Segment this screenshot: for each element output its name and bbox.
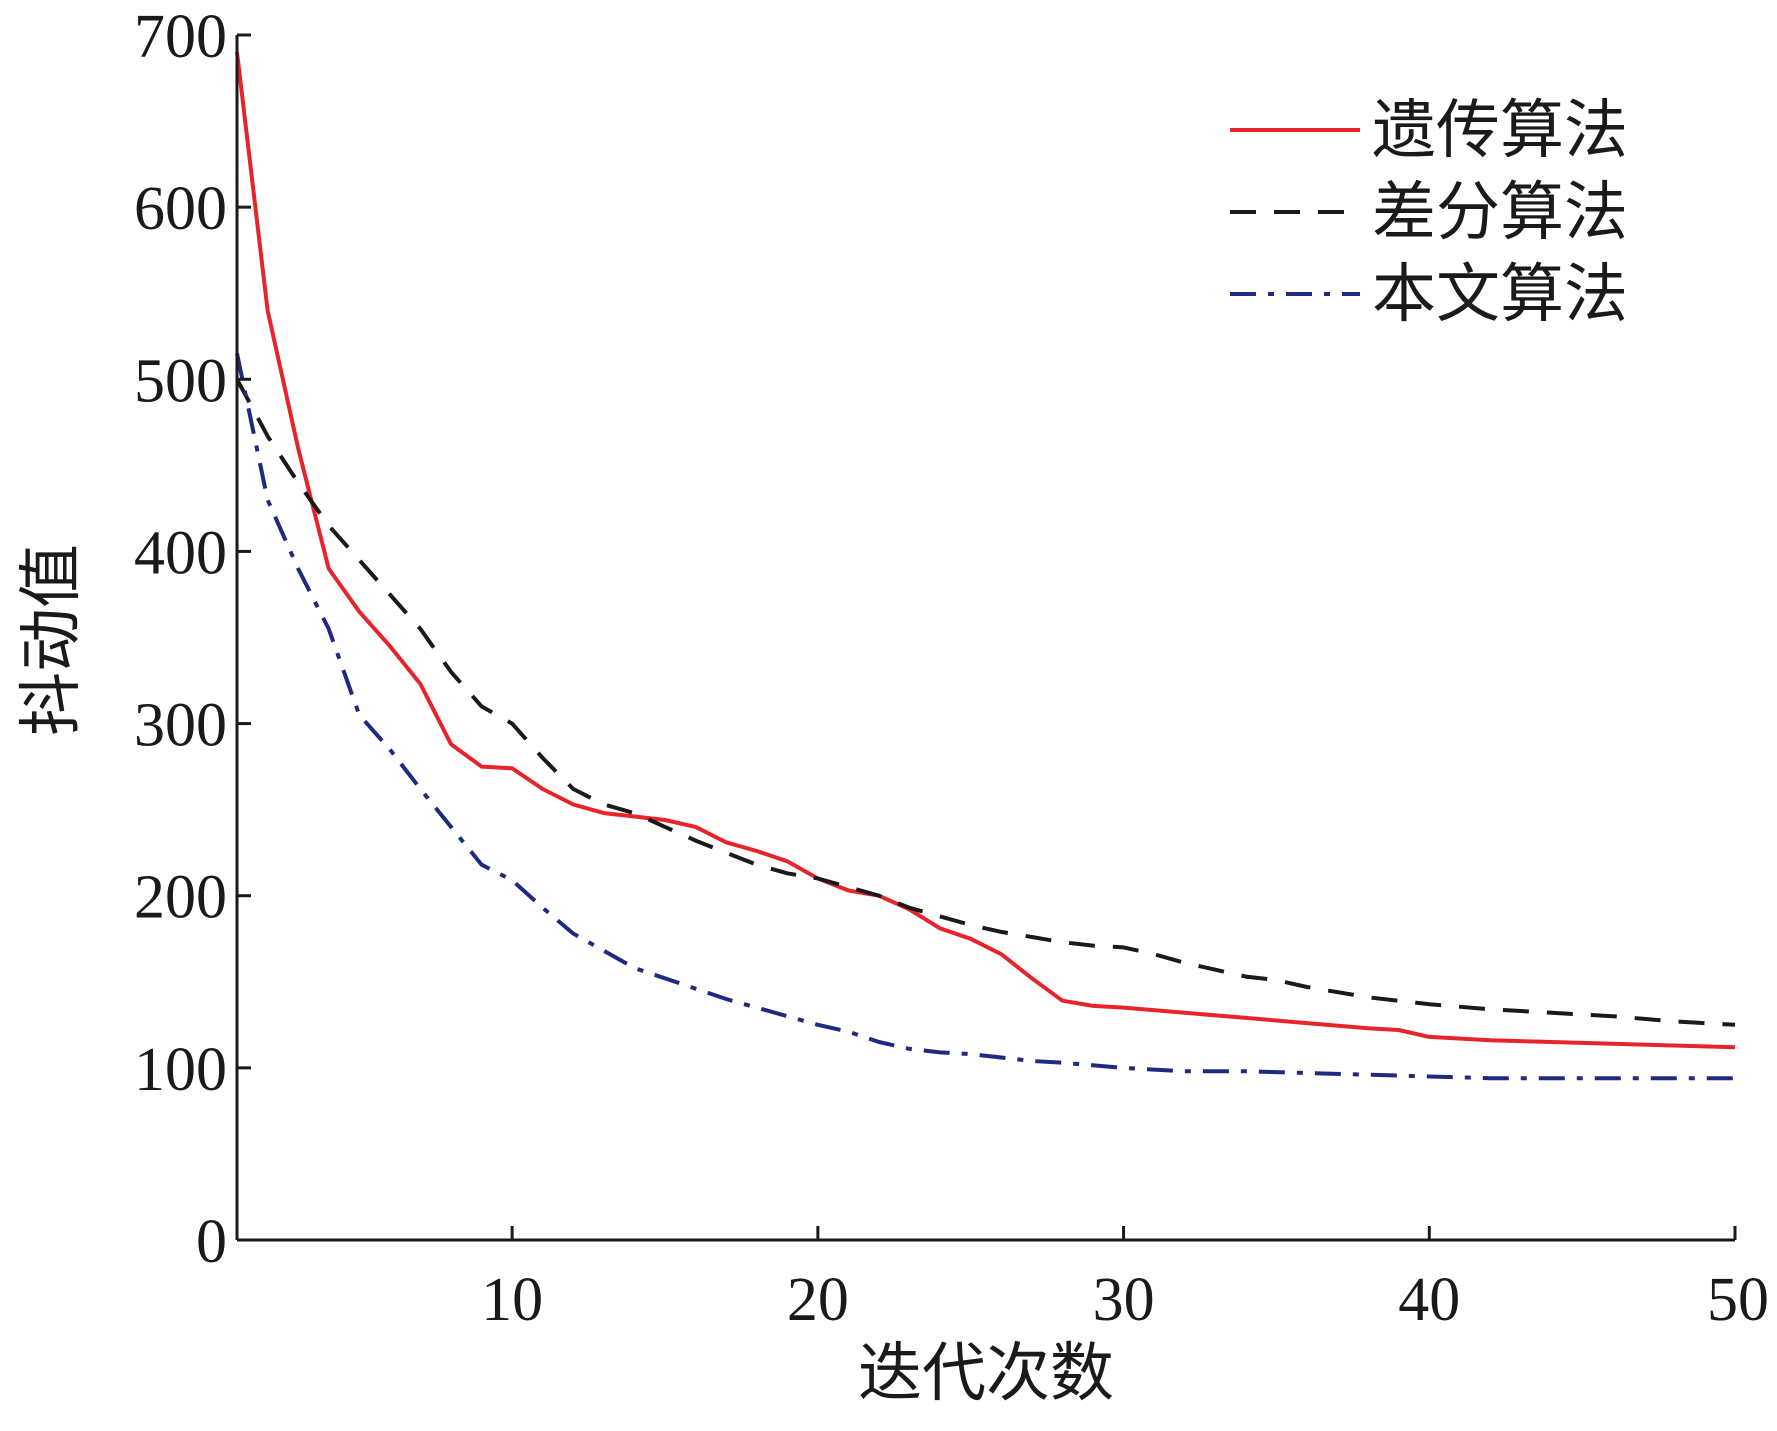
- series-line-0: [235, 51, 1736, 1050]
- y-tick-label: 500: [134, 347, 227, 415]
- series-line-2: [235, 353, 1735, 1081]
- x-tick-label: 10: [481, 1266, 543, 1334]
- axes: [235, 35, 1735, 1242]
- y-axis-title: 抖动值: [15, 544, 89, 736]
- plot-lines: [235, 51, 1736, 1081]
- y-tick-label: 200: [134, 864, 227, 932]
- y-tick-label: 400: [134, 519, 227, 587]
- y-tick-label: 0: [196, 1208, 227, 1276]
- legend-label-2: 本文算法: [1372, 258, 1628, 332]
- legend-label-1: 差分算法: [1372, 176, 1628, 250]
- x-axis-title: 迭代次数: [858, 1337, 1114, 1411]
- y-tick-label: 600: [134, 175, 227, 243]
- y-tick-label: 300: [134, 692, 227, 760]
- y-tick-label: 700: [134, 3, 227, 71]
- x-tick-label: 20: [787, 1266, 849, 1334]
- y-tick-label: 100: [134, 1036, 227, 1104]
- ticks: 0 100 200 300 400 500 600 700 10 20 30 40 50: [134, 3, 1769, 1334]
- series-line-1: [235, 378, 1736, 1027]
- x-tick-label: 50: [1707, 1266, 1769, 1334]
- x-tick-label: 40: [1398, 1266, 1460, 1334]
- legend-label-0: 遗传算法: [1372, 94, 1628, 168]
- x-tick-label: 30: [1093, 1266, 1155, 1334]
